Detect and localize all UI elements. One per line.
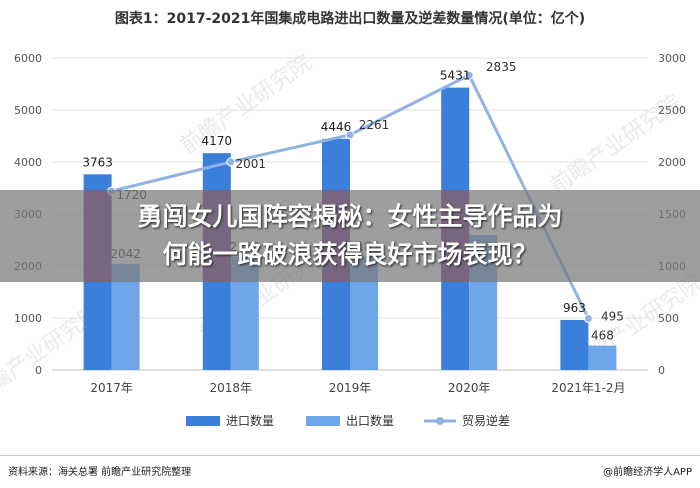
headline-line-2: 何能一路破浪获得良好市场表现？: [162, 240, 538, 269]
import-value-label: 963: [563, 301, 586, 315]
x-tick: 2020年: [448, 381, 491, 395]
trade-deficit-point: [345, 130, 355, 140]
import-value-label: 4446: [321, 120, 352, 134]
import-value-label: 5431: [440, 69, 471, 83]
trade-deficit-label: 2835: [486, 60, 517, 74]
y-tick-right: 3000: [658, 52, 686, 65]
y-tick-right: 0: [658, 364, 665, 377]
trade-deficit-label: 495: [601, 310, 624, 324]
legend-marker-trade: [436, 417, 444, 425]
export-bar: [588, 345, 617, 370]
legend-label-export: 出口数量: [346, 413, 394, 428]
brand-credit: @前瞻经济学人APP: [603, 467, 692, 478]
import-value-label: 4170: [202, 134, 233, 148]
import-value-label: 3763: [82, 155, 113, 169]
y-tick-right: 2000: [658, 156, 686, 169]
y-tick-right: 500: [658, 312, 679, 325]
y-tick-right: 2500: [658, 104, 686, 117]
footer-divider: [0, 455, 700, 456]
y-tick-left: 0: [35, 364, 42, 377]
trade-deficit-label: 2261: [359, 118, 390, 132]
legend-label-import: 进口数量: [226, 413, 274, 428]
source-note: 资料来源：海关总署 前瞻产业研究院整理: [8, 467, 192, 478]
y-tick-left: 4000: [14, 156, 42, 169]
trade-deficit-point: [226, 157, 236, 167]
headline-banner: [0, 190, 700, 282]
x-tick: 2018年: [210, 381, 253, 395]
legend-swatch-import: [186, 416, 220, 426]
import-bar: [560, 319, 589, 370]
y-tick-left: 1000: [14, 312, 42, 325]
headline-line-1: 勇闯女儿国阵容揭秘：女性主导作品为: [137, 202, 563, 231]
trade-deficit-point: [464, 70, 474, 80]
trade-deficit-label: 2001: [236, 157, 267, 171]
y-tick-left: 5000: [14, 104, 42, 117]
chart-title: 图表1：2017-2021年国集成电路进出口数量及逆差数量情况(单位：亿个): [114, 11, 586, 27]
watermark-text: 前瞻产业研究院: [176, 50, 317, 159]
x-tick: 2017年: [90, 381, 133, 395]
x-tick: 2019年: [329, 381, 372, 395]
legend-label-trade: 贸易逆差: [462, 413, 510, 428]
export-value-label: 468: [591, 329, 614, 343]
legend-swatch-export: [306, 416, 340, 426]
y-tick-left: 6000: [14, 52, 42, 65]
trade-deficit-point: [583, 314, 593, 324]
headline-text: 勇闯女儿国阵容揭秘：女性主导作品为 何能一路破浪获得良好市场表现？: [0, 198, 700, 274]
x-tick: 2021年1-2月: [551, 381, 625, 395]
